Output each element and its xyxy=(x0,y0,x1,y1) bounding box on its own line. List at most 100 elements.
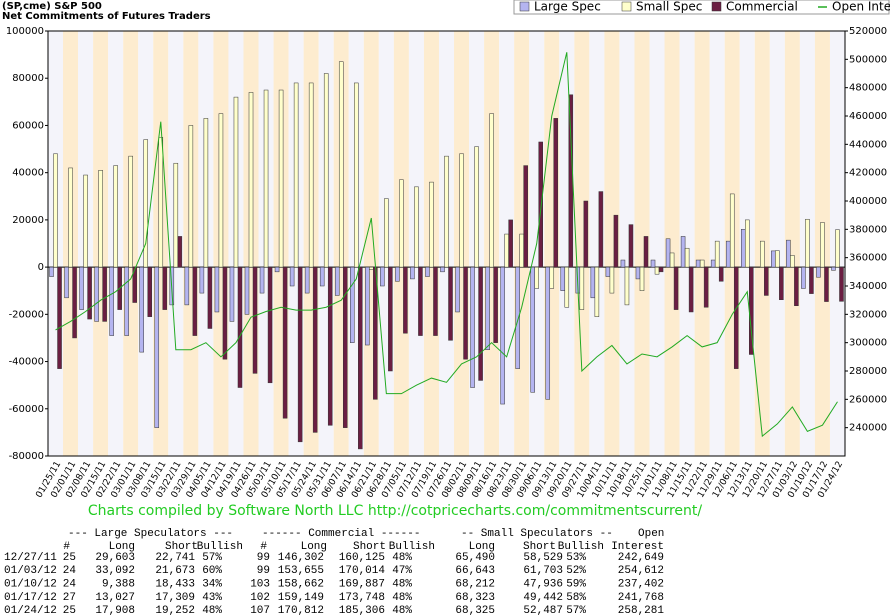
table-date: 01/03/12 xyxy=(4,565,57,577)
bar xyxy=(669,252,675,268)
bar xyxy=(395,266,400,282)
bar xyxy=(282,266,288,419)
table-date: 01/10/12 xyxy=(4,579,57,591)
legend-box xyxy=(513,0,890,15)
band-stripe xyxy=(634,31,650,456)
bar xyxy=(583,200,589,268)
bar xyxy=(658,266,664,273)
table-cell: 48% xyxy=(392,592,412,604)
y2-tick-label: 280000 xyxy=(849,366,887,377)
bar xyxy=(369,266,374,270)
bar xyxy=(699,259,705,268)
bar xyxy=(222,266,228,360)
table-cell: 25 xyxy=(63,552,76,564)
bar xyxy=(463,266,468,360)
bar xyxy=(564,266,570,308)
table-cell: 68,323 xyxy=(455,592,495,604)
table-cell: 47% xyxy=(392,565,412,577)
table-header: # xyxy=(63,541,70,553)
table-cell: 34% xyxy=(202,579,222,591)
table-cell: 158,662 xyxy=(278,579,324,591)
table-group-header: Open xyxy=(638,528,664,540)
line xyxy=(55,52,838,438)
table-cell: 13,027 xyxy=(95,592,135,604)
bar xyxy=(440,266,445,273)
bar xyxy=(312,266,318,433)
table-cell: 57% xyxy=(202,552,222,564)
y2-tick-label: 260000 xyxy=(849,394,887,405)
y-tick-label: 0 xyxy=(38,262,44,273)
bar xyxy=(628,224,634,268)
legend-label: Open Interest xyxy=(832,0,890,14)
bar xyxy=(113,165,118,268)
table-cell: 169,887 xyxy=(339,579,385,591)
y2-tick-label: 440000 xyxy=(849,139,887,150)
table-cell: 103 xyxy=(250,579,270,591)
bar xyxy=(278,89,284,268)
bar xyxy=(718,266,724,282)
bar xyxy=(229,266,235,322)
bar xyxy=(605,266,611,277)
y-tick-label: -60000 xyxy=(9,404,44,415)
table-header: Long xyxy=(109,541,135,553)
bar xyxy=(673,266,679,310)
bar xyxy=(425,266,430,277)
table-cell: 22,741 xyxy=(155,552,195,564)
y-tick-label: 100000 xyxy=(6,26,44,37)
bar xyxy=(289,266,295,287)
table-cell: 258,281 xyxy=(618,605,665,616)
bar xyxy=(53,153,58,268)
table-cell: 9,388 xyxy=(102,579,135,591)
chart-subtitle: Net Commitments of Futures Traders xyxy=(2,11,211,22)
table-cell: 237,402 xyxy=(618,579,664,591)
bar xyxy=(319,266,325,287)
table-cell: 19,252 xyxy=(155,605,195,616)
table-cell: 153,655 xyxy=(278,565,324,577)
bar xyxy=(568,94,574,268)
bar xyxy=(293,82,299,268)
table-cell: 242,649 xyxy=(618,552,664,564)
bar xyxy=(248,92,254,268)
table-cell: 48% xyxy=(392,552,412,564)
table-cell: 60% xyxy=(202,565,222,577)
bar xyxy=(323,73,329,268)
bar xyxy=(835,229,840,268)
bar xyxy=(560,266,566,291)
bar xyxy=(429,181,434,268)
bar xyxy=(764,266,769,296)
y2-tick-label: 520000 xyxy=(849,26,887,37)
y2-tick-label: 360000 xyxy=(849,253,887,264)
y-tick-label: 80000 xyxy=(12,73,44,84)
bar xyxy=(805,218,810,268)
bar xyxy=(643,236,649,268)
bar xyxy=(508,219,513,268)
bar xyxy=(459,153,464,268)
bar xyxy=(515,266,520,369)
bar xyxy=(177,236,183,268)
bar xyxy=(523,165,528,268)
bar xyxy=(203,118,209,268)
bar xyxy=(839,266,844,302)
band-stripe xyxy=(574,31,590,456)
bar xyxy=(128,155,133,268)
bar xyxy=(433,266,438,336)
bar xyxy=(590,266,596,299)
bar xyxy=(665,238,671,268)
bar xyxy=(297,266,303,443)
bar xyxy=(538,141,543,268)
bar xyxy=(598,191,604,268)
band-stripe xyxy=(679,31,695,456)
table-cell: 68,325 xyxy=(455,605,495,616)
y2-tick-label: 320000 xyxy=(849,309,887,320)
y-tick-label: -40000 xyxy=(9,357,44,368)
bar xyxy=(714,240,720,268)
table-cell: 99 xyxy=(257,565,270,577)
bar xyxy=(414,186,419,268)
chart-title: (SP,cme) S&P 500 xyxy=(2,1,102,12)
bar xyxy=(549,266,555,289)
bar xyxy=(654,266,660,275)
table-cell: 61,703 xyxy=(523,565,563,577)
bar xyxy=(801,266,806,289)
bar xyxy=(733,266,739,369)
bar xyxy=(83,174,88,268)
